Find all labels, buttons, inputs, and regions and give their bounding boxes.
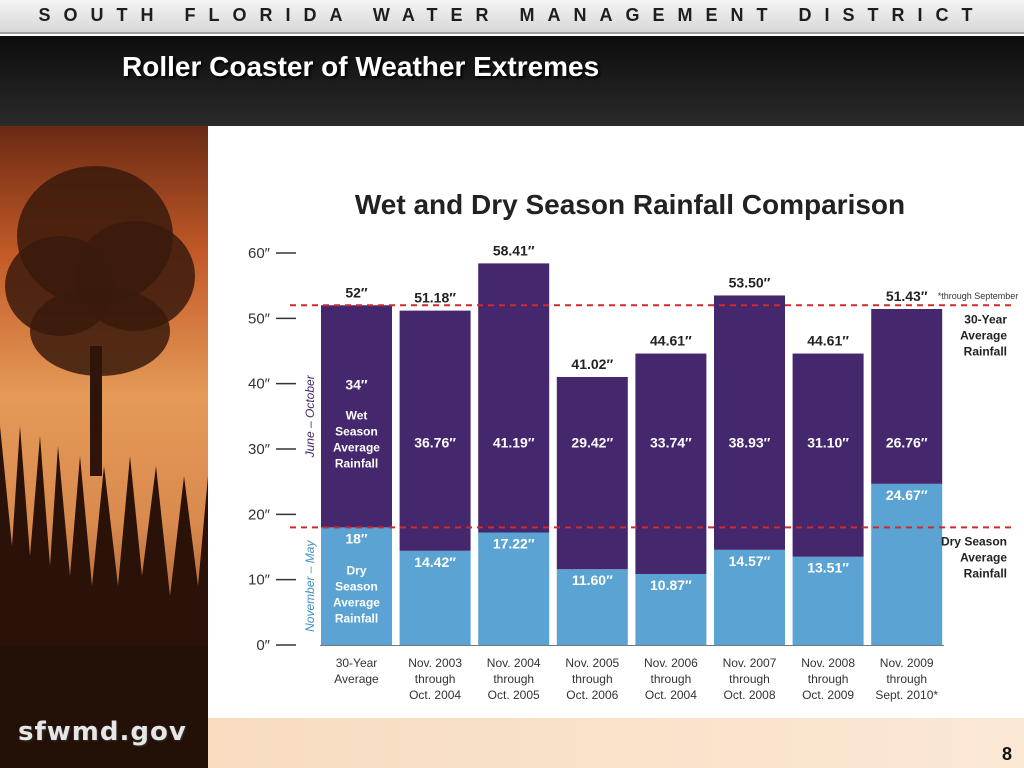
- y-tick-label: 10″: [248, 572, 271, 589]
- category-label: Nov. 2007: [723, 656, 777, 670]
- dry-average-caption: Dry: [346, 563, 366, 577]
- total-label: 58.41″: [493, 242, 535, 258]
- category-label: through: [729, 672, 770, 686]
- y-tick-label: 20″: [248, 506, 271, 523]
- category-label: Average: [334, 672, 379, 686]
- total-label: 41.02″: [571, 356, 613, 372]
- reference-line-label: Rainfall: [964, 566, 1007, 580]
- total-label: 52″: [345, 284, 368, 300]
- total-label: 53.50″: [729, 274, 771, 290]
- dry-season-bar: [478, 532, 550, 645]
- dry-season-bar: [635, 573, 707, 645]
- reference-line-label: 30-Year: [964, 312, 1007, 326]
- dry-value-label: 17.22″: [493, 535, 535, 551]
- wet-average-caption: Rainfall: [335, 457, 378, 471]
- category-label: Oct. 2004: [409, 688, 461, 702]
- wet-average-caption: Average: [333, 441, 380, 455]
- category-label: through: [493, 672, 534, 686]
- dry-average-caption: Average: [333, 595, 380, 609]
- wet-value-label: 34″: [345, 377, 368, 393]
- wet-season-bar: [871, 308, 943, 484]
- chart-title: Wet and Dry Season Rainfall Comparison: [355, 189, 905, 220]
- sfwmd-logo[interactable]: sfwmd.gov: [18, 717, 187, 747]
- category-label: Oct. 2006: [566, 688, 618, 702]
- dry-season-bar: [321, 527, 392, 645]
- reference-line-label: Average: [960, 328, 1007, 342]
- wet-season-bar: [478, 263, 550, 533]
- category-label: Sept. 2010*: [875, 688, 938, 702]
- category-label: Nov. 2006: [644, 656, 698, 670]
- category-label: Nov. 2008: [801, 656, 855, 670]
- wet-value-label: 41.19″: [493, 434, 535, 450]
- footer-band: [208, 718, 1024, 768]
- category-label: Nov. 2009: [880, 656, 934, 670]
- title-band: [0, 36, 1024, 126]
- category-label: through: [886, 672, 927, 686]
- wet-season-bar: [714, 295, 785, 550]
- tree-silhouette-image: [0, 166, 208, 768]
- dry-season-bar: [714, 549, 785, 645]
- dry-average-caption: Season: [335, 579, 378, 593]
- category-label: 30-Year: [336, 656, 378, 670]
- wet-season-bar: [399, 310, 471, 551]
- dry-value-label: 18″: [345, 530, 368, 546]
- rainfall-chart: Wet and Dry Season Rainfall Comparison 0″…: [248, 189, 1019, 702]
- wet-value-label: 33.74″: [650, 434, 692, 450]
- category-label: Oct. 2009: [802, 688, 854, 702]
- wet-value-label: 31.10″: [807, 434, 849, 450]
- wet-season-bar: [792, 353, 864, 557]
- dry-value-label: 10.87″: [650, 577, 692, 593]
- category-label: Nov. 2005: [565, 656, 619, 670]
- category-label: Nov. 2003: [408, 656, 462, 670]
- category-label: through: [415, 672, 456, 686]
- dry-season-bar: [871, 483, 943, 645]
- total-label: 44.61″: [807, 333, 849, 349]
- dry-season-months-label: November – May: [303, 540, 317, 632]
- dry-value-label: 24.67″: [886, 487, 928, 503]
- dry-value-label: 14.42″: [414, 554, 456, 570]
- y-tick-label: 60″: [248, 245, 271, 262]
- reference-line-label: Rainfall: [964, 344, 1007, 358]
- sunset-photo: [0, 126, 208, 768]
- category-label: Oct. 2008: [723, 688, 775, 702]
- wet-season-bar: [321, 305, 392, 528]
- y-tick-label: 0″: [256, 637, 270, 654]
- y-tick-label: 50″: [248, 310, 271, 327]
- district-name: SOUTH FLORIDA WATER MANAGEMENT DISTRICT: [38, 5, 986, 25]
- header-strip: SOUTH FLORIDA WATER MANAGEMENT DISTRICT: [0, 0, 1024, 34]
- wet-season-bar: [635, 353, 707, 574]
- dry-season-bar: [792, 556, 864, 645]
- wet-average-caption: Season: [335, 425, 378, 439]
- wet-season-months-label: June – October: [303, 374, 317, 458]
- total-label: 44.61″: [650, 333, 692, 349]
- wet-value-label: 26.76″: [886, 434, 928, 450]
- wet-value-label: 36.76″: [414, 434, 456, 450]
- dry-season-bar: [399, 550, 471, 645]
- y-tick-label: 30″: [248, 441, 271, 458]
- reference-line-label: Average: [960, 550, 1007, 564]
- category-label: through: [651, 672, 692, 686]
- dry-value-label: 13.51″: [807, 560, 849, 576]
- slide-title: Roller Coaster of Weather Extremes: [122, 51, 600, 82]
- wet-value-label: 38.93″: [729, 434, 771, 450]
- category-label: Oct. 2005: [488, 688, 540, 702]
- total-label: 51.18″: [414, 290, 456, 306]
- category-label: Oct. 2004: [645, 688, 697, 702]
- page-number: 8: [1001, 744, 1012, 764]
- category-label: through: [808, 672, 849, 686]
- y-tick-label: 40″: [248, 376, 271, 393]
- footnote: *through September: [938, 291, 1019, 301]
- dry-value-label: 11.60″: [572, 572, 613, 588]
- total-label: 51.43″: [886, 288, 928, 304]
- reference-line-label: Dry Season: [941, 534, 1007, 548]
- wet-season-bar: [556, 377, 628, 570]
- wet-average-caption: Wet: [346, 409, 368, 423]
- wet-value-label: 29.42″: [571, 434, 613, 450]
- category-label: through: [572, 672, 613, 686]
- category-label: Nov. 2004: [487, 656, 541, 670]
- dry-average-caption: Rainfall: [335, 611, 378, 625]
- dry-season-bar: [556, 569, 628, 645]
- dry-value-label: 14.57″: [729, 553, 771, 569]
